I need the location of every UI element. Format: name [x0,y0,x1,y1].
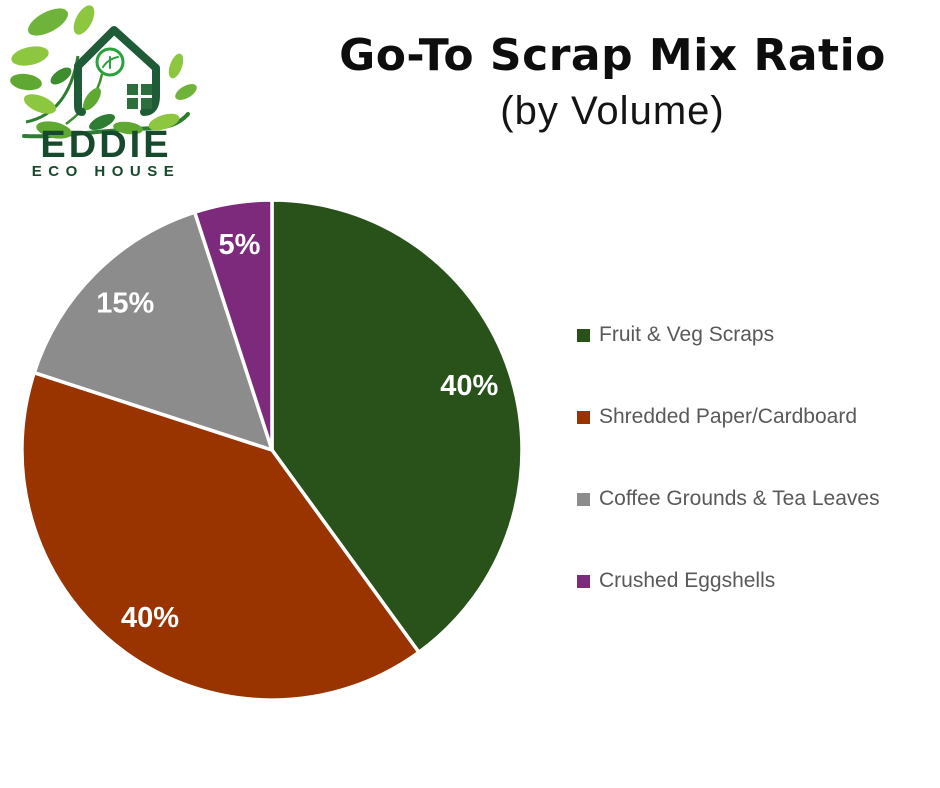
legend-swatch [577,328,590,342]
pie-slice-shredded-paper-cardboard [20,370,421,702]
logo-window [127,84,152,109]
logo-tagline: ECO HOUSE [32,163,181,180]
legend-label: Shredded Paper/Cardboard [599,405,858,428]
pie-chart: 40% 40% 15% 5% [20,198,524,702]
legend-swatch [577,574,590,588]
legend-item: Fruit & Veg Scraps [577,323,880,346]
chart-subtitle: (by Volume) [500,89,725,133]
pie-data-label-coffee-grounds-tea-leaves: 15% [96,287,154,319]
title-block: Go-To Scrap Mix Ratio (by Volume) [300,30,925,134]
chart-legend: Fruit & Veg Scraps Shredded Paper/Cardbo… [577,323,880,592]
legend-label: Crushed Eggshells [599,569,776,592]
legend-item: Crushed Eggshells [577,569,880,592]
chart-title: Go-To Scrap Mix Ratio [339,30,886,81]
logo-house [74,26,160,116]
logo-graphic: EDDIE ECO HOUSE [10,5,197,180]
legend-label: Coffee Grounds & Tea Leaves [599,487,880,510]
pie-chart-area: 40% 40% 15% 5% [0,180,560,725]
pie-data-label-fruit-veg-scraps: 40% [440,370,498,402]
legend-item: Shredded Paper/Cardboard [577,405,880,428]
pie-data-label-crushed-eggshells: 5% [219,229,261,261]
legend-label: Fruit & Veg Scraps [599,323,775,346]
logo-leaves [10,5,197,139]
legend-swatch [577,410,590,424]
legend-swatch [577,492,590,506]
pie-slice-crushed-eggshells [192,198,274,452]
logo: EDDIE ECO HOUSE [6,4,206,184]
legend-item: Coffee Grounds & Tea Leaves [577,487,880,510]
logo-name: EDDIE [40,124,171,166]
pie-slice-fruit-veg-scraps [270,198,524,655]
pie-data-label-shredded-paper-cardboard: 40% [121,602,179,634]
